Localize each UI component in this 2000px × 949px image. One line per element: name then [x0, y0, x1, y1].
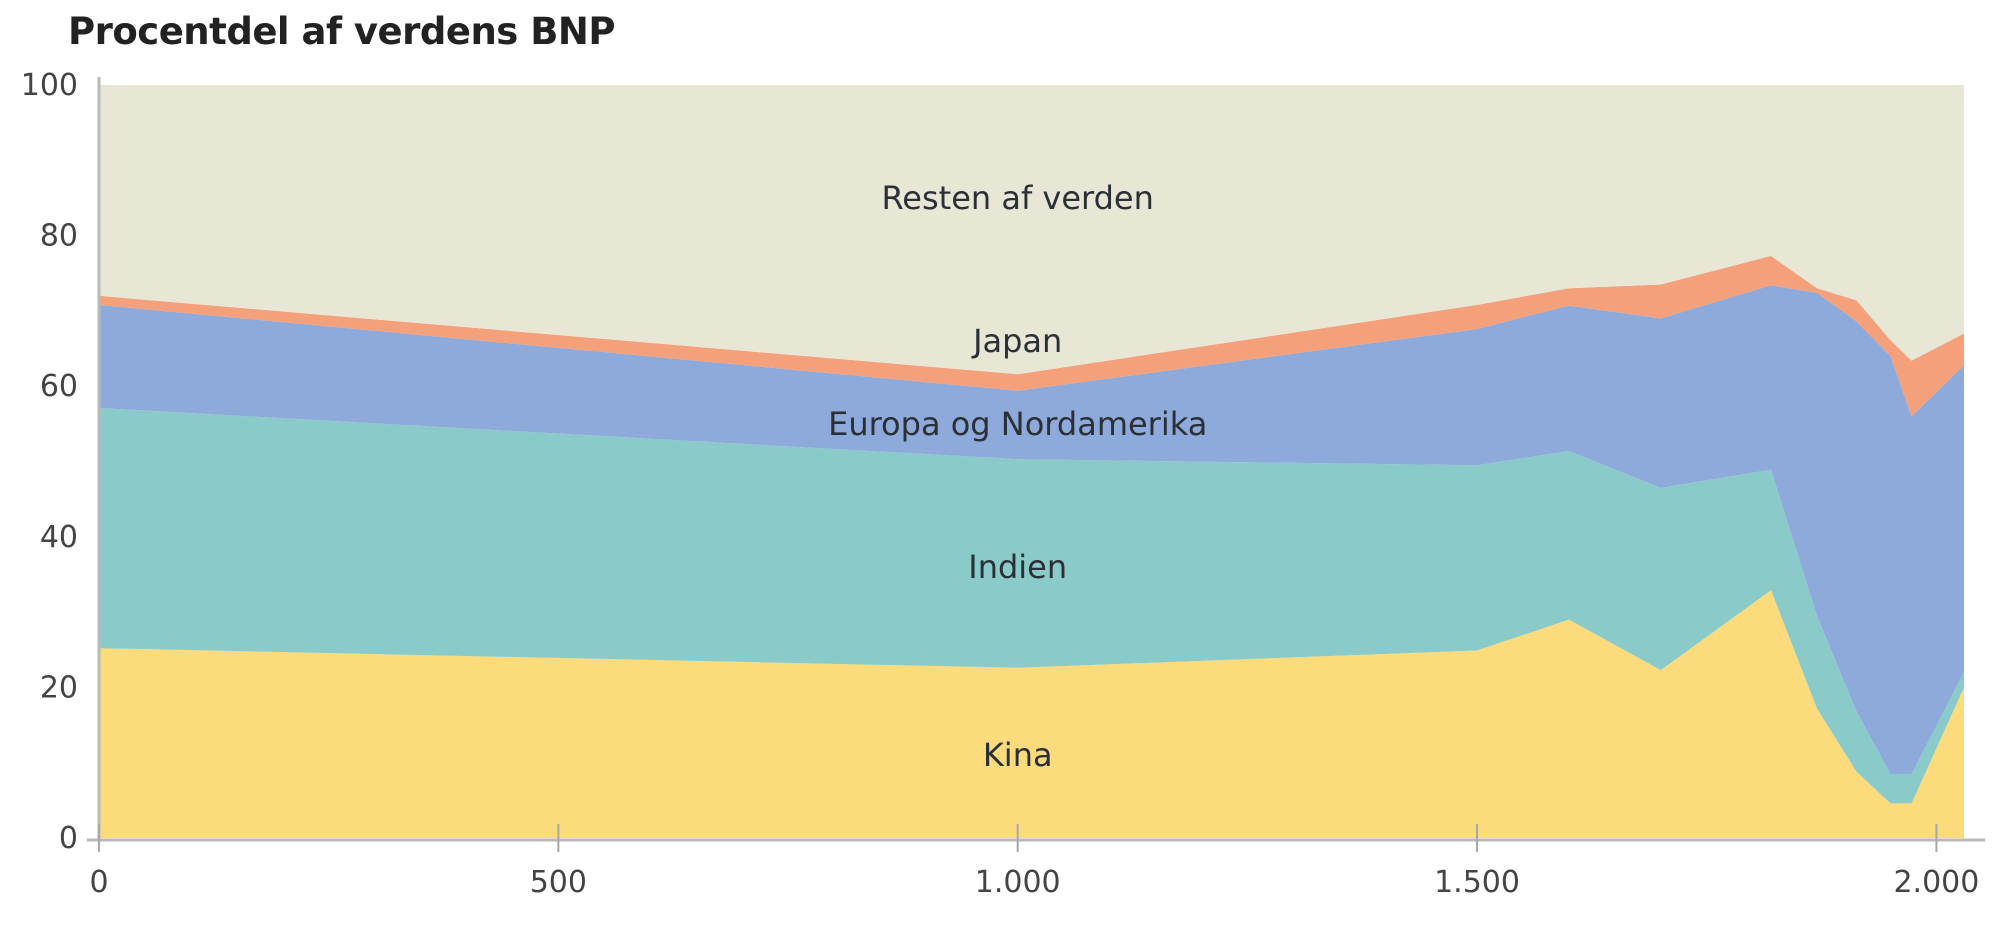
series-label-indien: Indien [968, 548, 1067, 586]
y-tick-label: 60 [40, 369, 78, 404]
x-tick-label: 0 [89, 865, 108, 900]
chart-title: Procentdel af verdens BNP [68, 10, 616, 53]
y-tick-label: 40 [40, 520, 78, 555]
series-label-europa-og-nordamerika: Europa og Nordamerika [828, 405, 1207, 443]
area-indien [99, 408, 1964, 804]
area-kina [99, 590, 1964, 838]
y-tick-label: 80 [40, 219, 78, 254]
area-europa-og-nordamerika [99, 285, 1964, 774]
series-label-resten-af-verden: Resten af verden [882, 179, 1154, 217]
axes: 0 20 40 60 80 100 0 500 1.000 1.500 2.000 [21, 68, 1985, 900]
series-label-kina: Kina [983, 736, 1053, 774]
x-tick-label: 1.000 [975, 865, 1061, 900]
x-tick-label: 1.500 [1434, 865, 1520, 900]
y-tick-label: 100 [21, 68, 78, 103]
x-tick-label: 2.000 [1893, 865, 1979, 900]
area-resten-af-verden [99, 85, 1964, 375]
y-tick-label: 0 [59, 821, 78, 856]
area-japan [99, 255, 1964, 417]
y-tick-label: 20 [40, 670, 78, 705]
series-label-japan: Japan [971, 322, 1062, 360]
area-layers [99, 85, 1964, 838]
x-tick-label: 500 [530, 865, 587, 900]
series-labels: Resten af verden Japan Europa og Nordameri… [828, 179, 1207, 774]
